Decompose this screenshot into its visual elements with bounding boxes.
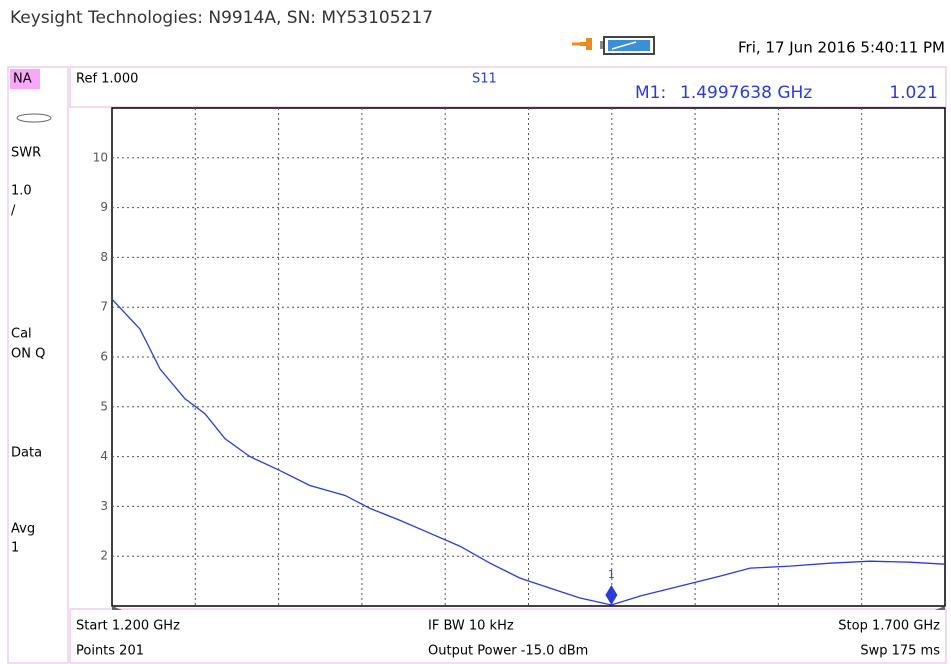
reference: Ref 1.000 — [76, 72, 138, 87]
marker — [605, 584, 618, 605]
battery-icon — [600, 36, 655, 55]
scale-unit: / — [11, 204, 16, 219]
instrument-title: Keysight Technologies: N9914A, SN: MY531… — [10, 8, 433, 28]
header-frame — [69, 66, 947, 108]
marker-readout-y: 1.021 — [889, 83, 938, 103]
power-icon — [572, 38, 592, 50]
y-tick-label: 2 — [100, 549, 108, 563]
mode: NA — [13, 72, 32, 87]
side-frame — [7, 66, 69, 664]
if-bw: IF BW 10 kHz — [428, 619, 514, 634]
scale: 1.0 — [11, 184, 32, 199]
mode-box — [10, 69, 40, 89]
y-tick-label: 4 — [100, 449, 108, 463]
cal-label: Cal — [11, 327, 32, 342]
marker-readout-x: 1.4997638 GHz — [680, 83, 812, 103]
sweep-icon — [16, 113, 52, 123]
avg-label: Avg — [11, 522, 35, 537]
points: Points 201 — [76, 644, 144, 659]
y-tick-label: 10 — [93, 150, 108, 164]
cal-state: ON Q — [11, 347, 45, 362]
output-power: Output Power -15.0 dBm — [428, 644, 588, 659]
start: Start 1.200 GHz — [76, 619, 180, 634]
y-tick-label: 8 — [100, 250, 108, 264]
format: SWR — [11, 146, 41, 161]
data-label: Data — [11, 446, 42, 461]
marker-label: 1 — [608, 568, 615, 581]
y-tick-label: 7 — [100, 300, 108, 314]
sweep: Swp 175 ms — [860, 644, 940, 659]
marker-readout-name: M1: — [635, 83, 666, 103]
stop: Stop 1.700 GHz — [838, 619, 940, 634]
datetime: Fri, 17 Jun 2016 5:40:11 PM — [738, 39, 945, 57]
footer-frame — [69, 608, 947, 664]
avg-value: 1 — [11, 541, 19, 556]
trace — [111, 298, 946, 606]
y-tick-label: 9 — [100, 200, 108, 214]
y-tick-label: 3 — [100, 499, 108, 513]
y-tick-label: 6 — [100, 350, 108, 364]
measurement: S11 — [472, 72, 497, 87]
y-tick-label: 5 — [100, 399, 108, 413]
